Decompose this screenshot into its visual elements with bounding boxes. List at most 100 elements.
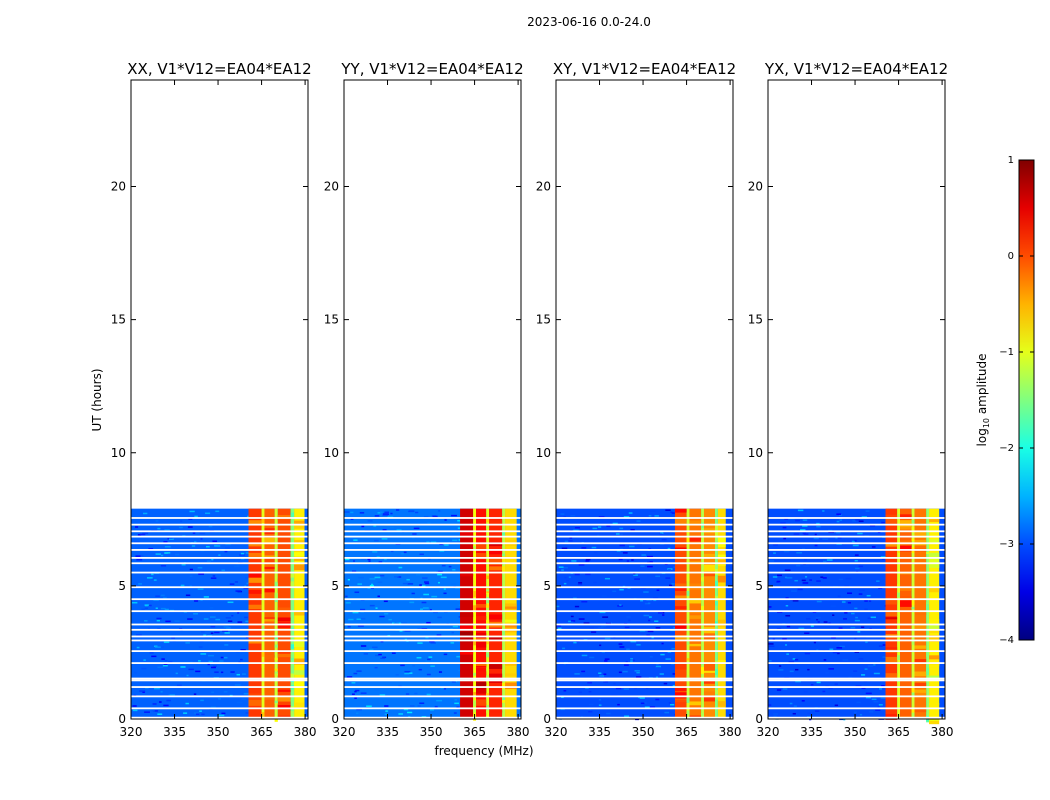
band-cell xyxy=(715,531,718,538)
band-cell xyxy=(294,564,305,571)
noise-dot xyxy=(802,532,806,535)
band-cell xyxy=(473,602,477,607)
gap-line xyxy=(131,628,308,631)
noise-dot xyxy=(791,590,797,592)
band-channel xyxy=(701,508,704,719)
flagged-gaps xyxy=(344,517,521,719)
noise-dot xyxy=(198,646,203,648)
noise-dot xyxy=(850,626,856,629)
band-cell xyxy=(277,696,291,702)
y-tick-label: 10 xyxy=(748,446,763,460)
noise-dot xyxy=(665,509,671,511)
noise-dot xyxy=(422,577,428,579)
y-axis-label: UT (hours) xyxy=(90,368,104,431)
gap-line xyxy=(131,530,308,533)
noise-dot xyxy=(451,631,454,634)
band-cell xyxy=(264,617,275,620)
noise-dot xyxy=(208,525,213,528)
noise-dot xyxy=(619,646,625,648)
noise-dot xyxy=(225,543,231,546)
noise-dot xyxy=(444,544,449,546)
noise-dot xyxy=(434,705,438,708)
band-cell xyxy=(717,542,726,548)
band-cell xyxy=(703,696,716,702)
band-cell xyxy=(489,636,503,641)
noise-dot xyxy=(604,660,608,662)
noise-dot xyxy=(224,632,230,634)
noise-dot xyxy=(640,599,644,602)
noise-dot xyxy=(877,706,880,708)
band-cell xyxy=(717,563,726,566)
noise-dot xyxy=(443,688,447,690)
noise-dot xyxy=(851,540,855,543)
noise-dot xyxy=(626,560,630,562)
noise-dot xyxy=(458,709,461,711)
gap-line xyxy=(131,517,308,519)
noise-dot xyxy=(630,658,634,660)
noise-dot xyxy=(360,692,367,694)
figure-suptitle: 2023-06-16 0.0-24.0 xyxy=(527,15,651,29)
noise-dot xyxy=(629,545,635,548)
noise-dot xyxy=(864,600,868,602)
noise-dot xyxy=(137,534,142,536)
noise-dot xyxy=(861,516,867,518)
noise-dot xyxy=(654,620,659,622)
noise-dot xyxy=(234,581,238,583)
noise-dot xyxy=(139,690,146,692)
noise-dot xyxy=(673,566,677,568)
gap-line xyxy=(768,707,945,710)
band-cell xyxy=(261,712,265,719)
noise-dot xyxy=(416,573,421,576)
noise-dot xyxy=(384,705,389,707)
noise-dot xyxy=(618,671,622,674)
band-cell xyxy=(911,599,915,606)
y-tick-label: 0 xyxy=(331,712,339,726)
noise-dot xyxy=(854,559,858,562)
noise-dot xyxy=(372,551,378,553)
noise-dot xyxy=(438,671,443,673)
noise-dot xyxy=(372,646,378,649)
band-cell xyxy=(900,587,912,591)
x-tick-label: 335 xyxy=(376,725,399,739)
noise-dot xyxy=(354,697,357,699)
band-cell xyxy=(460,636,474,643)
noise-dot xyxy=(665,658,671,660)
noise-dot xyxy=(237,612,240,614)
band-cell xyxy=(897,514,901,517)
band-cell xyxy=(264,557,275,564)
noise-dot xyxy=(619,604,622,606)
noise-dot xyxy=(574,605,580,608)
noise-dot xyxy=(816,600,822,603)
noise-dot xyxy=(839,519,843,521)
band-cell xyxy=(489,550,503,555)
noise-dot xyxy=(561,569,564,571)
noise-dot xyxy=(391,550,394,553)
noise-dot xyxy=(871,698,877,701)
noise-dot xyxy=(224,644,229,646)
noise-dot xyxy=(160,554,164,557)
band-cell xyxy=(911,692,915,697)
noise-dot xyxy=(191,545,196,547)
band-cell xyxy=(473,605,477,611)
band-cell xyxy=(929,586,940,593)
noise-dot xyxy=(241,698,246,700)
noise-dot xyxy=(619,588,624,591)
noise-dot xyxy=(360,608,366,611)
band-cell xyxy=(473,545,477,550)
band-cell xyxy=(489,566,503,571)
noise-dot xyxy=(601,595,607,597)
noise-dot xyxy=(368,560,371,562)
band-cell xyxy=(505,682,517,690)
axes-frame xyxy=(555,79,734,720)
noise-dot xyxy=(436,699,443,702)
noise-dot xyxy=(187,618,193,620)
noise-dot xyxy=(423,515,429,518)
noise-dot xyxy=(878,704,883,706)
noise-dot xyxy=(858,520,864,522)
noise-dot xyxy=(175,672,178,675)
band-cell xyxy=(689,561,702,564)
noise-dot xyxy=(599,675,605,677)
band-cell xyxy=(264,655,275,660)
noise-dot xyxy=(647,630,654,633)
